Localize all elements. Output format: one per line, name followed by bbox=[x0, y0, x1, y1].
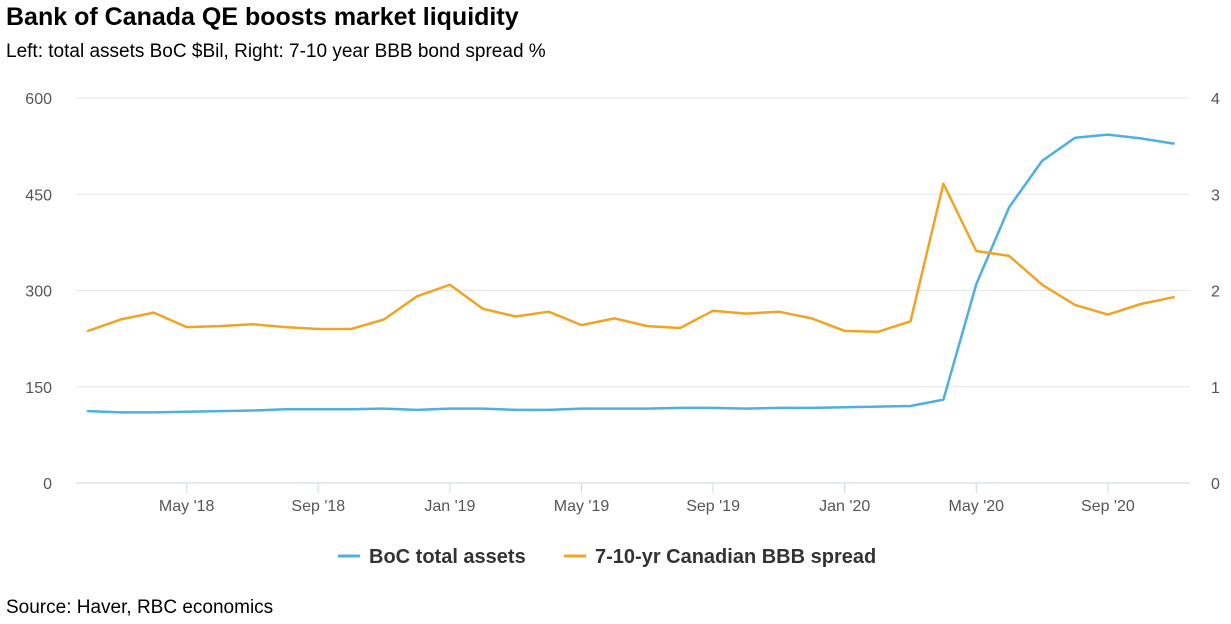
y-right-tick-label: 2 bbox=[1211, 284, 1220, 301]
y-left-tick-label: 0 bbox=[43, 476, 52, 493]
series-lines bbox=[86, 133, 1175, 414]
grid-lines bbox=[76, 97, 1190, 388]
y-right-tick-label: 1 bbox=[1211, 380, 1220, 397]
y-left-tick-label: 450 bbox=[25, 187, 52, 204]
legend-item-boc-total-assets[interactable]: BoC total assets bbox=[338, 546, 526, 568]
y-right-tick-label: 4 bbox=[1211, 91, 1220, 108]
bbb-spread-line bbox=[86, 182, 1175, 334]
x-tick-label: May '19 bbox=[554, 498, 610, 515]
x-axis: May '18 Sep '18 Jan '19 May '19 Sep '19 Jan '… bbox=[76, 482, 1190, 515]
x-tick-label: Jan '19 bbox=[424, 498, 475, 515]
x-tick-label: May '20 bbox=[949, 498, 1005, 515]
chart-area: May '18 Sep '18 Jan '19 May '19 Sep '19 Jan '… bbox=[25, 91, 1220, 568]
x-tick-label: Sep '19 bbox=[686, 498, 740, 515]
y-right-tick-label: 3 bbox=[1211, 187, 1220, 204]
x-tick-label: Sep '18 bbox=[291, 498, 345, 515]
chart-subtitle: Left: total assets BoC $Bil, Right: 7-10… bbox=[6, 41, 546, 62]
x-tick-label: May '18 bbox=[159, 498, 215, 515]
legend-label: 7-10-yr Canadian BBB spread bbox=[595, 546, 876, 568]
y-right-tick-label: 0 bbox=[1211, 476, 1220, 493]
legend[interactable]: BoC total assets 7-10-yr Canadian BBB spr… bbox=[338, 546, 876, 568]
y-left-tick-label: 150 bbox=[25, 380, 52, 397]
y-axis-right: 0 1 2 3 4 bbox=[1211, 91, 1220, 493]
x-tick-label: Sep '20 bbox=[1081, 498, 1135, 515]
y-axis-left: 0 150 300 450 600 bbox=[25, 91, 52, 493]
x-tick-label: Jan '20 bbox=[819, 498, 870, 515]
chart-title: Bank of Canada QE boosts market liquidit… bbox=[6, 3, 519, 31]
legend-item-bbb-spread[interactable]: 7-10-yr Canadian BBB spread bbox=[564, 546, 876, 568]
y-left-tick-label: 300 bbox=[25, 284, 52, 301]
y-left-tick-label: 600 bbox=[25, 91, 52, 108]
boc-total-assets-line bbox=[86, 133, 1175, 414]
source-note: Source: Haver, RBC economics bbox=[6, 597, 274, 618]
legend-label: BoC total assets bbox=[369, 546, 526, 568]
